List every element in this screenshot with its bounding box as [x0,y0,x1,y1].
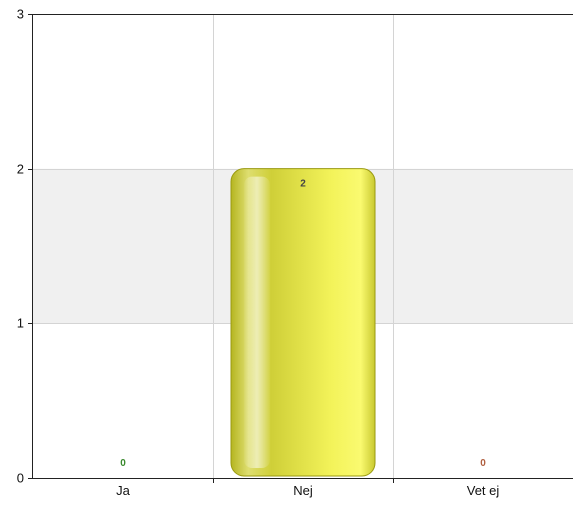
x-tick-label: Nej [293,483,313,498]
data-label: 0 [480,458,486,469]
y-axis-ticks: 0 1 2 3 [17,7,33,486]
data-label: 2 [300,179,306,190]
bars [231,169,375,476]
x-tick-label: Vet ej [467,483,500,498]
y-tick-label: 3 [17,7,24,22]
y-tick-label: 1 [17,316,24,331]
plot-band [33,14,573,169]
data-label: 0 [120,458,126,469]
y-tick-label: 2 [17,162,24,177]
bar-highlight [244,177,270,468]
bar [231,169,375,476]
x-tick-label: Ja [116,483,131,498]
y-tick-label: 0 [17,471,24,486]
x-axis-ticks: Ja Nej Vet ej [116,478,499,498]
